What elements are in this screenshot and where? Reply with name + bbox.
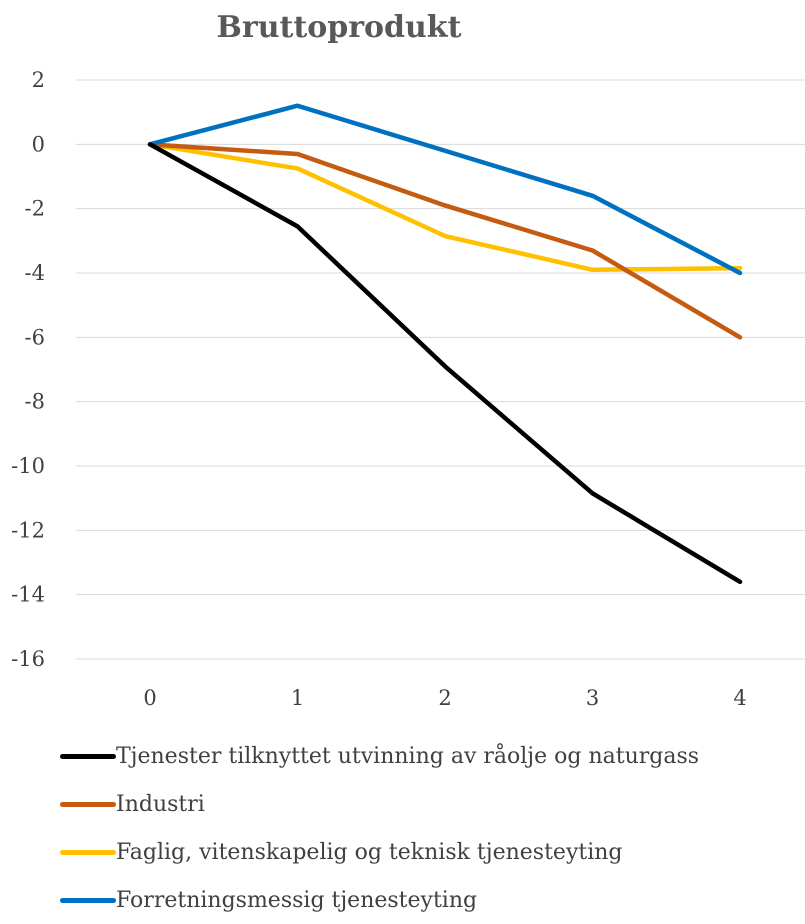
- chart-title: Bruttoprodukt: [217, 10, 462, 45]
- series-lines: [147, 103, 743, 585]
- x-axis-ticks: 0 1 2 3 4: [143, 686, 746, 710]
- y-tick-label: 0: [32, 132, 45, 156]
- y-tick-label: -12: [11, 518, 45, 542]
- y-tick-label: -14: [11, 583, 45, 607]
- y-tick-label: -2: [25, 197, 45, 221]
- x-tick-label: 1: [291, 686, 304, 710]
- gridlines: [76, 79, 805, 660]
- y-tick-label: -4: [25, 261, 45, 285]
- legend-swatch: [60, 849, 116, 855]
- y-tick-label: -16: [11, 647, 45, 671]
- legend-item: Forretningsmessig tjenesteyting: [60, 876, 699, 924]
- legend-label: Faglig, vitenskapelig og teknisk tjenest…: [116, 839, 623, 865]
- series-line-1: [147, 142, 743, 585]
- y-tick-label: -10: [11, 454, 45, 478]
- y-tick-label: 2: [32, 68, 45, 92]
- x-tick-label: 3: [586, 686, 599, 710]
- legend-swatch: [60, 897, 116, 903]
- series-line-3: [147, 142, 743, 273]
- y-tick-label: -6: [25, 325, 45, 349]
- legend-label: Forretningsmessig tjenesteyting: [116, 887, 478, 913]
- series-line-2: [147, 142, 743, 340]
- legend: Tjenester tilknyttet utvinning av råolje…: [60, 732, 699, 924]
- legend-item: Faglig, vitenskapelig og teknisk tjenest…: [60, 828, 699, 876]
- x-tick-label: 2: [438, 686, 451, 710]
- legend-swatch: [60, 753, 116, 759]
- legend-item: Tjenester tilknyttet utvinning av råolje…: [60, 732, 699, 780]
- y-axis-ticks: 2 0 -2 -4 -6 -8 -10 -12 -14 -16: [11, 68, 45, 671]
- x-tick-label: 4: [733, 686, 746, 710]
- x-tick-label: 0: [143, 686, 156, 710]
- series-line-4: [147, 103, 743, 276]
- legend-swatch: [60, 801, 116, 807]
- legend-label: Industri: [116, 791, 205, 817]
- y-tick-label: -8: [25, 390, 45, 414]
- legend-label: Tjenester tilknyttet utvinning av råolje…: [116, 743, 700, 769]
- legend-item: Industri: [60, 780, 699, 828]
